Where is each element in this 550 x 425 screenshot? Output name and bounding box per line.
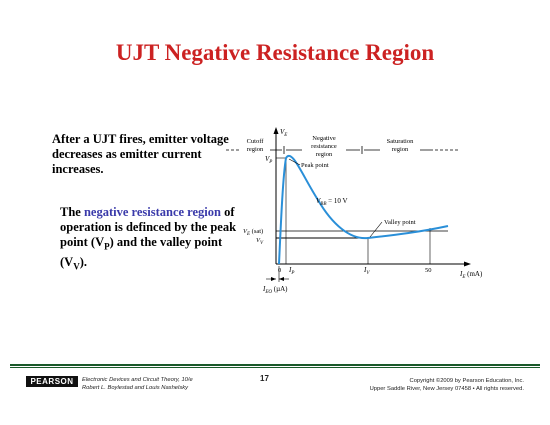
y-axis-label: VE — [280, 128, 287, 138]
page-number: 17 — [260, 374, 269, 383]
negres-label-bg — [302, 134, 346, 160]
sat-region-label: Saturation — [387, 138, 414, 145]
x-axis-arrow — [464, 261, 471, 267]
copyright-address: Upper Saddle River, New Jersey 07458 • A… — [369, 386, 524, 392]
peak-point-label: Peak point — [301, 162, 329, 169]
negres-region-label: region — [316, 151, 333, 158]
para2-text: ). — [79, 254, 87, 269]
ieo-label: IEO (µA) — [262, 285, 288, 295]
para2-sub: P — [104, 241, 110, 252]
peak-pointer — [288, 158, 301, 166]
ieo-arrow — [271, 277, 276, 281]
cutoff-region-label: Cutoff — [247, 138, 265, 145]
book-authors: Robert L. Boylestad and Louis Nashelsky — [82, 385, 189, 391]
iv-label: IV — [363, 266, 370, 276]
para2-sub: V — [73, 261, 80, 271]
footer-rule — [10, 364, 540, 366]
negres-region-label: resistance — [311, 143, 337, 150]
vv-label: VV — [256, 237, 264, 246]
valley-point-label: Valley point — [384, 219, 416, 226]
book-title: Electronic Devices and Circuit Theory, 1… — [82, 377, 193, 383]
book-credit: Electronic Devices and Circuit Theory, 1… — [82, 376, 193, 392]
tick-zero-label: 0 — [278, 267, 281, 274]
y-axis-arrow — [273, 127, 279, 134]
definition-paragraph: The negative resistance region of operat… — [60, 205, 240, 274]
para2-text: ) and the valley point (V — [60, 235, 223, 269]
intro-paragraph: After a UJT fires, emitter voltage decre… — [52, 132, 229, 176]
copyright-line: Copyright ©2009 by Pearson Education, In… — [409, 378, 524, 384]
pearson-logo: PEARSON — [26, 376, 78, 387]
copyright: Copyright ©2009 by Pearson Education, In… — [370, 377, 524, 393]
ieo-arrow — [279, 277, 284, 281]
vbb-label: VBB = 10 V — [316, 197, 348, 207]
sat-label-bg — [380, 136, 420, 154]
x-axis-label: IE (mA) — [459, 270, 483, 280]
footer-rule — [10, 367, 540, 368]
ve-sat-label: VE (sat) — [243, 228, 263, 237]
cutoff-region-label: region — [247, 146, 264, 153]
negres-region-label: Negative — [312, 135, 336, 142]
sat-region-label: region — [392, 146, 409, 153]
negative-resistance-highlight: negative resistance region — [83, 205, 221, 219]
ujt-characteristic-curve — [278, 154, 449, 265]
slide-title: UJT Negative Resistance Region — [115, 40, 435, 65]
ip-label: IP — [288, 266, 294, 276]
valley-pointer — [369, 221, 383, 238]
tick-50-label: 50 — [425, 267, 432, 274]
para2-text: The — [60, 205, 84, 219]
cutoff-label-bg — [240, 136, 270, 154]
vp-label: VP — [265, 155, 272, 165]
para2-text: of operation is definced by the peak poi… — [60, 205, 237, 249]
